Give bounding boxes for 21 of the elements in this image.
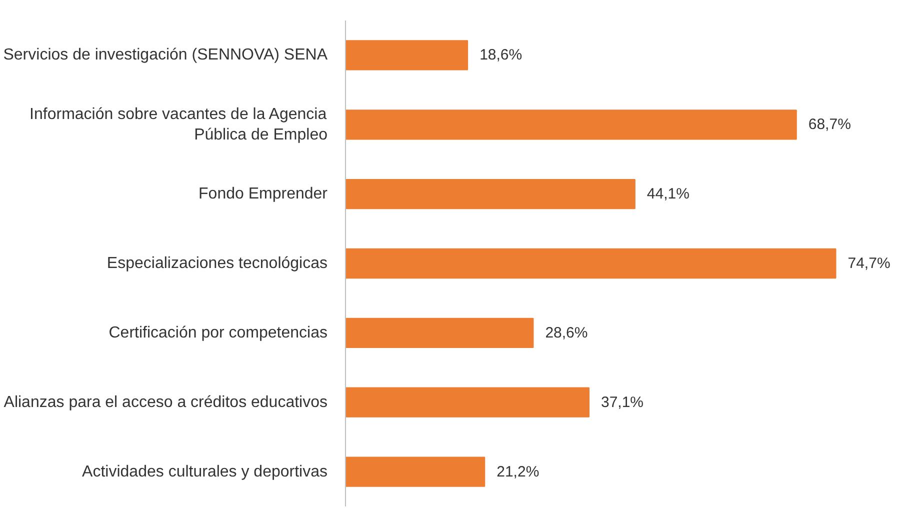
bar [346,318,534,348]
bar [346,40,468,70]
bar [346,456,486,487]
y-tick-label: Actividades culturales y deportivas [82,463,328,480]
y-tick-label: Servicios de investigación (SENNOVA) SENA [3,46,328,64]
y-tick-label: Alianzas para el acceso a créditos educativos [4,394,328,411]
y-tick-label: Fondo Emprender [198,186,328,203]
data-label: 74,7% [848,255,890,272]
data-label: 18,6% [480,46,522,64]
y-tick-label: Información sobre vacantes de la Agencia Pública de Empleo [30,106,328,144]
bar [346,178,636,210]
y-tick-label: Certificación por competencias [108,324,328,342]
bar [346,248,836,279]
bar [346,110,797,140]
data-label: 37,1% [600,394,644,411]
data-label: 44,1% [646,186,690,203]
data-label: 28,6% [545,324,588,342]
data-label: 21,2% [496,463,540,480]
y-tick-label: Especializaciones tecnológicas [106,255,328,272]
bar [346,387,590,418]
data-label: 68,7% [808,116,851,134]
